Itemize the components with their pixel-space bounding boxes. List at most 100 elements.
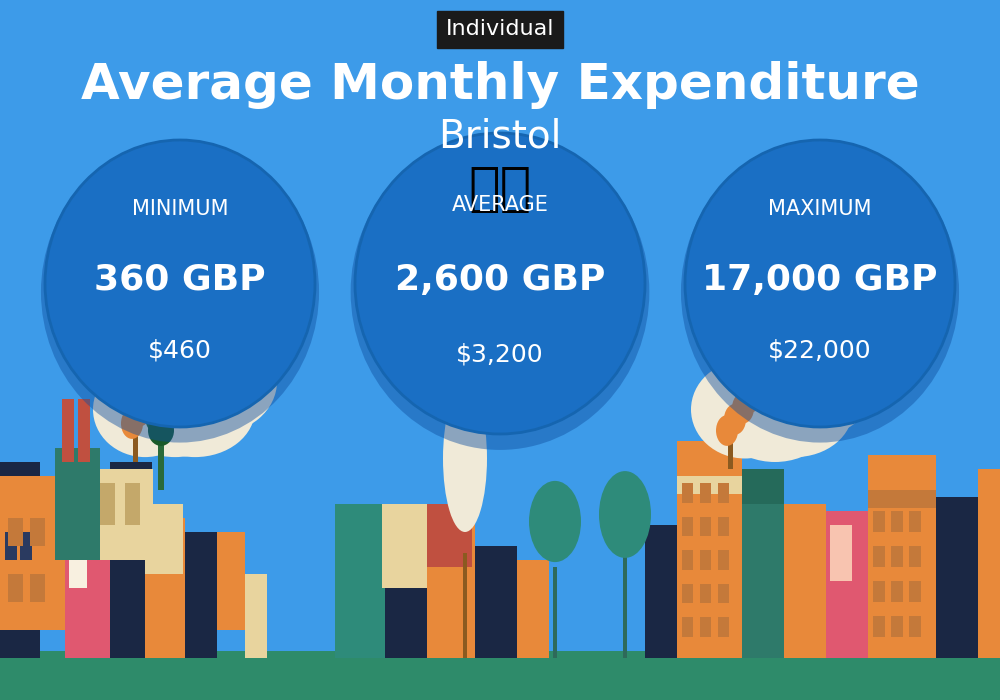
Bar: [100, 483, 115, 525]
Ellipse shape: [145, 397, 177, 436]
Ellipse shape: [443, 385, 487, 532]
Bar: [784, 504, 826, 658]
Bar: [700, 584, 711, 603]
Bar: [826, 511, 868, 658]
Bar: [463, 553, 467, 658]
Bar: [8, 518, 23, 546]
Text: AVERAGE: AVERAGE: [452, 195, 548, 215]
Bar: [891, 546, 903, 567]
Text: 360 GBP: 360 GBP: [94, 263, 266, 297]
Ellipse shape: [45, 140, 315, 427]
Bar: [891, 511, 903, 532]
Bar: [718, 584, 729, 603]
Bar: [185, 532, 217, 658]
Ellipse shape: [148, 415, 174, 446]
Bar: [682, 550, 693, 570]
Bar: [645, 525, 677, 658]
Bar: [677, 441, 742, 658]
Ellipse shape: [685, 140, 955, 427]
Ellipse shape: [732, 393, 754, 424]
Ellipse shape: [740, 382, 762, 412]
Ellipse shape: [755, 330, 875, 437]
Bar: [217, 532, 245, 630]
Text: MINIMUM: MINIMUM: [132, 199, 228, 219]
Bar: [682, 483, 693, 503]
Bar: [909, 616, 921, 637]
Bar: [677, 476, 742, 494]
Bar: [873, 546, 885, 567]
Bar: [718, 617, 729, 637]
Bar: [427, 518, 475, 658]
Text: $460: $460: [148, 339, 212, 363]
Ellipse shape: [748, 370, 770, 401]
Bar: [475, 546, 517, 658]
Bar: [145, 518, 185, 658]
Bar: [125, 483, 140, 525]
Bar: [427, 504, 472, 567]
Bar: [891, 616, 903, 637]
Text: MAXIMUM: MAXIMUM: [768, 199, 872, 219]
Bar: [0, 462, 40, 658]
Bar: [742, 469, 784, 658]
Bar: [0, 476, 65, 630]
Bar: [133, 420, 138, 462]
Ellipse shape: [135, 362, 255, 457]
Bar: [868, 455, 936, 658]
Ellipse shape: [724, 404, 746, 435]
Text: $3,200: $3,200: [456, 342, 544, 366]
Text: Bristol: Bristol: [438, 118, 562, 155]
Bar: [517, 560, 549, 658]
Text: Individual: Individual: [446, 20, 554, 39]
Bar: [873, 581, 885, 602]
Bar: [8, 574, 23, 602]
Ellipse shape: [351, 134, 649, 450]
Bar: [385, 532, 427, 658]
Ellipse shape: [137, 383, 159, 414]
Ellipse shape: [707, 336, 843, 462]
Ellipse shape: [121, 408, 143, 439]
Ellipse shape: [93, 362, 197, 457]
Bar: [69, 532, 87, 588]
Ellipse shape: [153, 329, 277, 434]
Bar: [335, 504, 385, 658]
Bar: [700, 483, 711, 503]
Bar: [742, 469, 784, 504]
Bar: [30, 574, 45, 602]
Bar: [936, 497, 978, 658]
Ellipse shape: [716, 415, 738, 446]
Ellipse shape: [153, 358, 175, 388]
Bar: [868, 490, 936, 507]
Bar: [909, 546, 921, 567]
Ellipse shape: [355, 133, 645, 434]
Bar: [700, 517, 711, 536]
Bar: [700, 550, 711, 570]
Bar: [978, 469, 1000, 658]
Bar: [20, 532, 32, 560]
Bar: [110, 462, 152, 658]
Text: 🇬🇧: 🇬🇧: [468, 163, 532, 215]
Bar: [728, 427, 733, 469]
Text: Average Monthly Expenditure: Average Monthly Expenditure: [81, 62, 919, 109]
Bar: [909, 511, 921, 532]
Bar: [873, 511, 885, 532]
Ellipse shape: [681, 141, 959, 442]
Ellipse shape: [107, 334, 243, 457]
Bar: [65, 490, 113, 658]
Bar: [682, 517, 693, 536]
Ellipse shape: [599, 471, 651, 558]
Bar: [30, 518, 45, 546]
Text: 2,600 GBP: 2,600 GBP: [395, 263, 605, 297]
Bar: [830, 525, 852, 581]
Bar: [718, 517, 729, 536]
Ellipse shape: [529, 481, 581, 562]
Text: 17,000 GBP: 17,000 GBP: [702, 263, 938, 297]
Bar: [718, 483, 729, 503]
Bar: [873, 616, 885, 637]
Ellipse shape: [129, 395, 151, 426]
Ellipse shape: [691, 360, 799, 458]
Bar: [78, 399, 90, 462]
Bar: [891, 581, 903, 602]
Bar: [700, 617, 711, 637]
Bar: [95, 469, 153, 560]
Bar: [382, 504, 427, 588]
